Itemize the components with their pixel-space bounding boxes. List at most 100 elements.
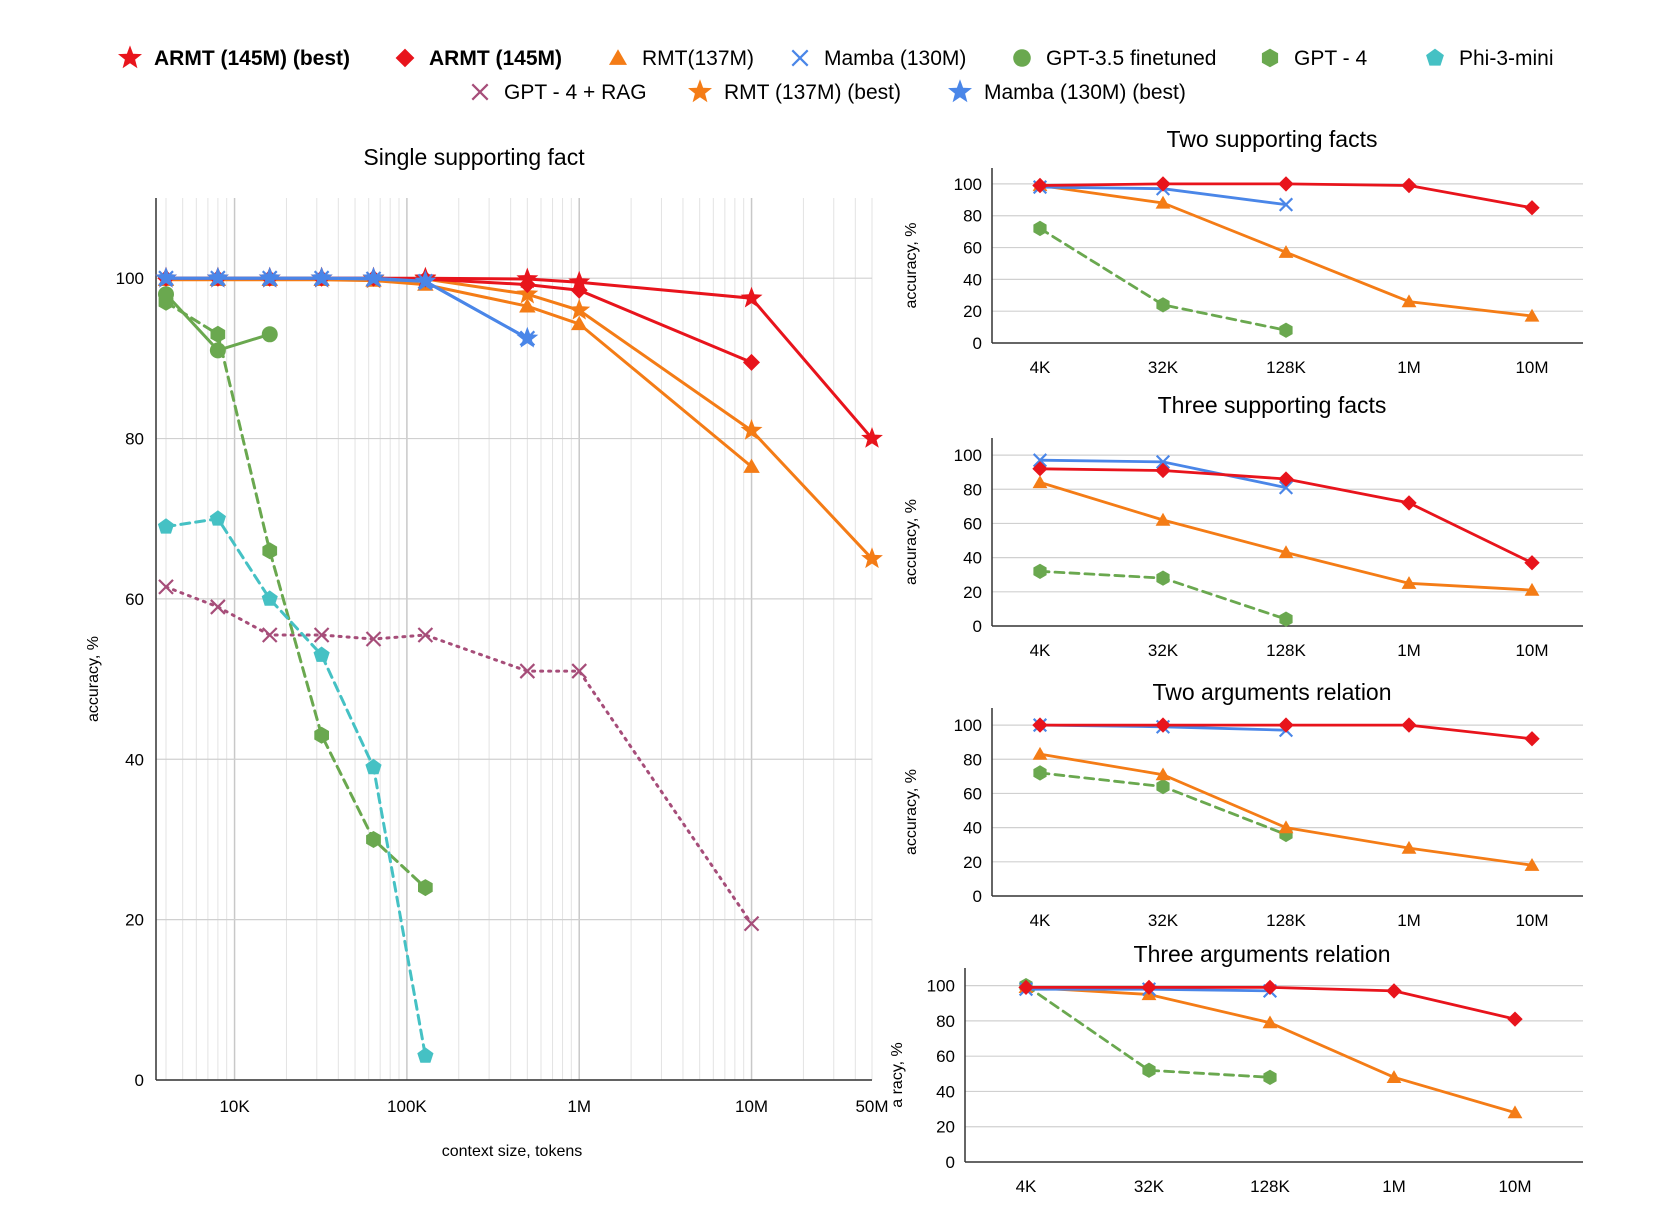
legend-marker-x-icon [471, 83, 489, 101]
chart-title: Three arguments relation [1134, 941, 1391, 967]
series-line [164, 517, 427, 1058]
x-tick-label: 128K [1266, 911, 1306, 930]
data-point [209, 510, 226, 526]
data-point [1278, 197, 1294, 212]
y-tick-label: 60 [963, 239, 982, 258]
chart-single-supporting-fact: 0 20 40 60 80 100 10K 100K 1M 10M 50M Single suppor… [85, 144, 889, 1160]
data-point [314, 726, 329, 744]
y-tick-label: 20 [936, 1118, 955, 1137]
data-point [1401, 717, 1417, 733]
data-point [1033, 220, 1047, 237]
series-armt-145m [1032, 176, 1540, 216]
x-tick-label: 10M [1515, 358, 1548, 377]
x-tick-label: 4K [1030, 911, 1051, 930]
y-tick-label: 60 [125, 590, 144, 609]
data-point [1401, 840, 1417, 854]
data-point [1278, 545, 1294, 559]
data-point [313, 646, 330, 662]
chart-two-supporting-facts: 0 20 40 60 80 100 4K 32K 128K 1M 10M Two supporting… [903, 126, 1583, 377]
legend-marker-triangle-icon [609, 49, 627, 65]
data-point [261, 590, 278, 606]
data-point [417, 1047, 434, 1063]
data-point [516, 282, 539, 304]
y-axis-label: accuracy, % [903, 223, 920, 309]
legend-marker-hexagon-icon [1261, 48, 1279, 68]
y-tick-label: 100 [954, 446, 982, 465]
x-tick-label: 4K [1030, 641, 1051, 660]
x-tick-label: 10M [735, 1097, 768, 1116]
chart-title: Two arguments relation [1152, 679, 1391, 705]
data-point [861, 547, 883, 569]
y-tick-label: 100 [116, 269, 144, 288]
legend: ARMT (145M) (best) ARMT (145M) RMT(137M) Ma… [118, 45, 1554, 104]
legend-marker-diamond-icon [395, 48, 415, 68]
data-point-stroke-b [743, 915, 760, 932]
y-tick-label: 20 [963, 302, 982, 321]
data-point [206, 266, 229, 288]
data-point-stroke-b [1278, 480, 1294, 495]
data-point [861, 427, 883, 448]
data-point [1278, 480, 1294, 495]
data-point [1278, 820, 1294, 834]
y-tick-label: 100 [954, 175, 982, 194]
legend-label: RMT(137M) [642, 47, 754, 70]
series-mamba-130m-best [155, 266, 539, 348]
data-point-stroke-b [210, 599, 226, 615]
data-point [1278, 176, 1294, 192]
series-gpt-4 [1033, 563, 1293, 627]
legend-label: RMT (137M) (best) [724, 81, 901, 104]
data-point [365, 758, 382, 775]
data-point [743, 458, 760, 473]
data-point [1524, 731, 1540, 747]
data-point [1156, 297, 1170, 313]
data-point [158, 579, 174, 595]
y-tick-label: 20 [125, 911, 144, 930]
data-point [1524, 582, 1540, 596]
data-point [1263, 1069, 1277, 1085]
data-point [1032, 746, 1048, 760]
data-point [516, 326, 539, 348]
series-line [1038, 752, 1534, 867]
data-point [519, 298, 536, 313]
y-axis-label: accuracy, % [85, 636, 102, 722]
y-tick-label: 80 [963, 207, 982, 226]
legend-item-mamba-130m-best: Mamba (130M) (best) [948, 79, 1186, 104]
data-point [743, 915, 760, 932]
y-axis-label: accuracy, % [903, 769, 920, 855]
x-axis-label: context size, tokens [442, 1143, 583, 1160]
data-point [1507, 1011, 1523, 1027]
data-point [1141, 979, 1157, 995]
series-gpt-4 [158, 293, 433, 897]
data-point [313, 627, 330, 643]
data-point [418, 879, 433, 897]
chart-three-arguments-relation: 0 20 40 60 80 100 4K 32K 128K 1M 10M Three argument… [889, 941, 1583, 1196]
data-point [1524, 200, 1540, 216]
legend-label: ARMT (145M) [429, 47, 562, 70]
series-line [164, 300, 427, 890]
y-axis-label: a racy, % [889, 1042, 906, 1108]
data-point [362, 266, 385, 288]
legend-marker-circle-icon [1013, 49, 1031, 67]
legend-item-armt-145m-best: ARMT (145M) (best) [118, 45, 350, 70]
x-tick-label: 10M [1515, 641, 1548, 660]
series-gpt-4 [1033, 220, 1293, 338]
legend-marker-star-icon [688, 79, 712, 103]
data-point [1524, 308, 1540, 322]
x-tick-label: 1M [1397, 358, 1421, 377]
x-tick-label: 50M [855, 1097, 888, 1116]
data-point [1156, 779, 1170, 795]
data-point [1279, 611, 1293, 627]
y-tick-label: 40 [963, 549, 982, 568]
data-point [1033, 765, 1047, 781]
data-point-stroke-b [261, 627, 278, 643]
series-line [1024, 986, 1517, 1114]
y-tick-label: 40 [963, 270, 982, 289]
data-point [1155, 176, 1171, 192]
data-point [1018, 979, 1034, 995]
data-point [1262, 1015, 1278, 1029]
data-point-stroke-b [158, 579, 174, 595]
x-tick-label: 10M [1515, 911, 1548, 930]
data-point [210, 599, 226, 615]
chart-two-arguments-relation: 0 20 40 60 80 100 4K 32K 128K 1M 10M Two arguments … [903, 679, 1583, 930]
